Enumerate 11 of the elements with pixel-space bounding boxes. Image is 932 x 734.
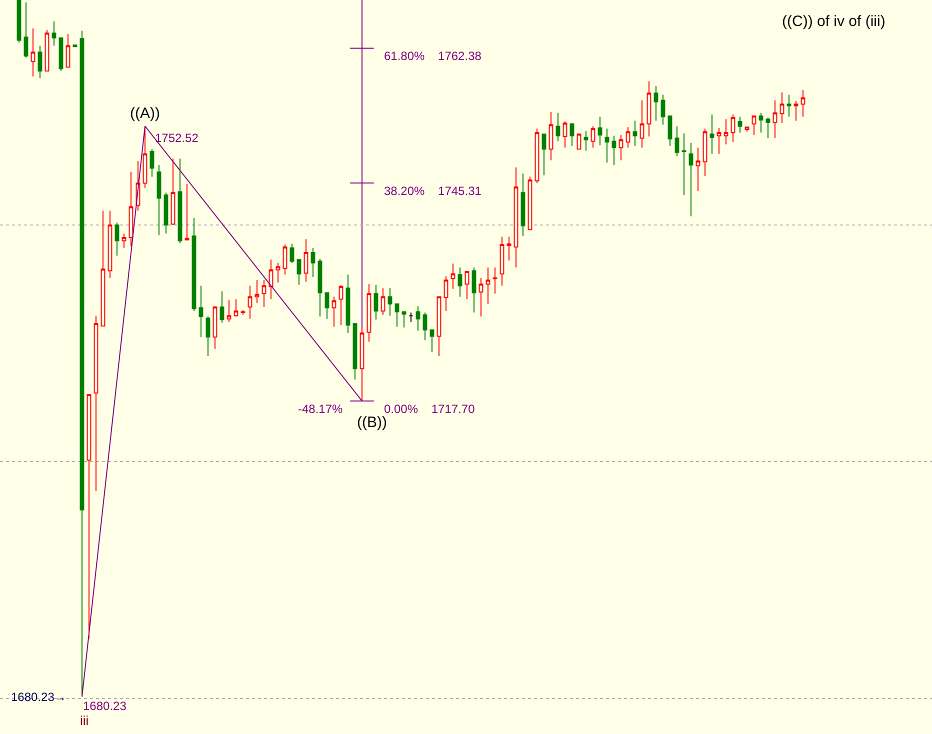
annotation: iii — [80, 713, 89, 728]
ref-line-label: 61.80% 1762.38 — [384, 49, 482, 63]
ref-line-label: 0.00% 1717.70 — [384, 402, 476, 416]
annotation: 1752.52 — [155, 131, 199, 145]
ref-line-label: 38.20% 1745.31 — [384, 184, 482, 198]
annotation: ((A)) — [130, 105, 160, 122]
annotation: ((B)) — [357, 414, 387, 431]
annotation: ((C)) of iv of (iii) — [782, 13, 886, 30]
annotation: -48.17% — [298, 402, 344, 416]
annotation: 1680.23 — [83, 699, 127, 713]
annotation: 1680.23→ — [11, 690, 66, 704]
